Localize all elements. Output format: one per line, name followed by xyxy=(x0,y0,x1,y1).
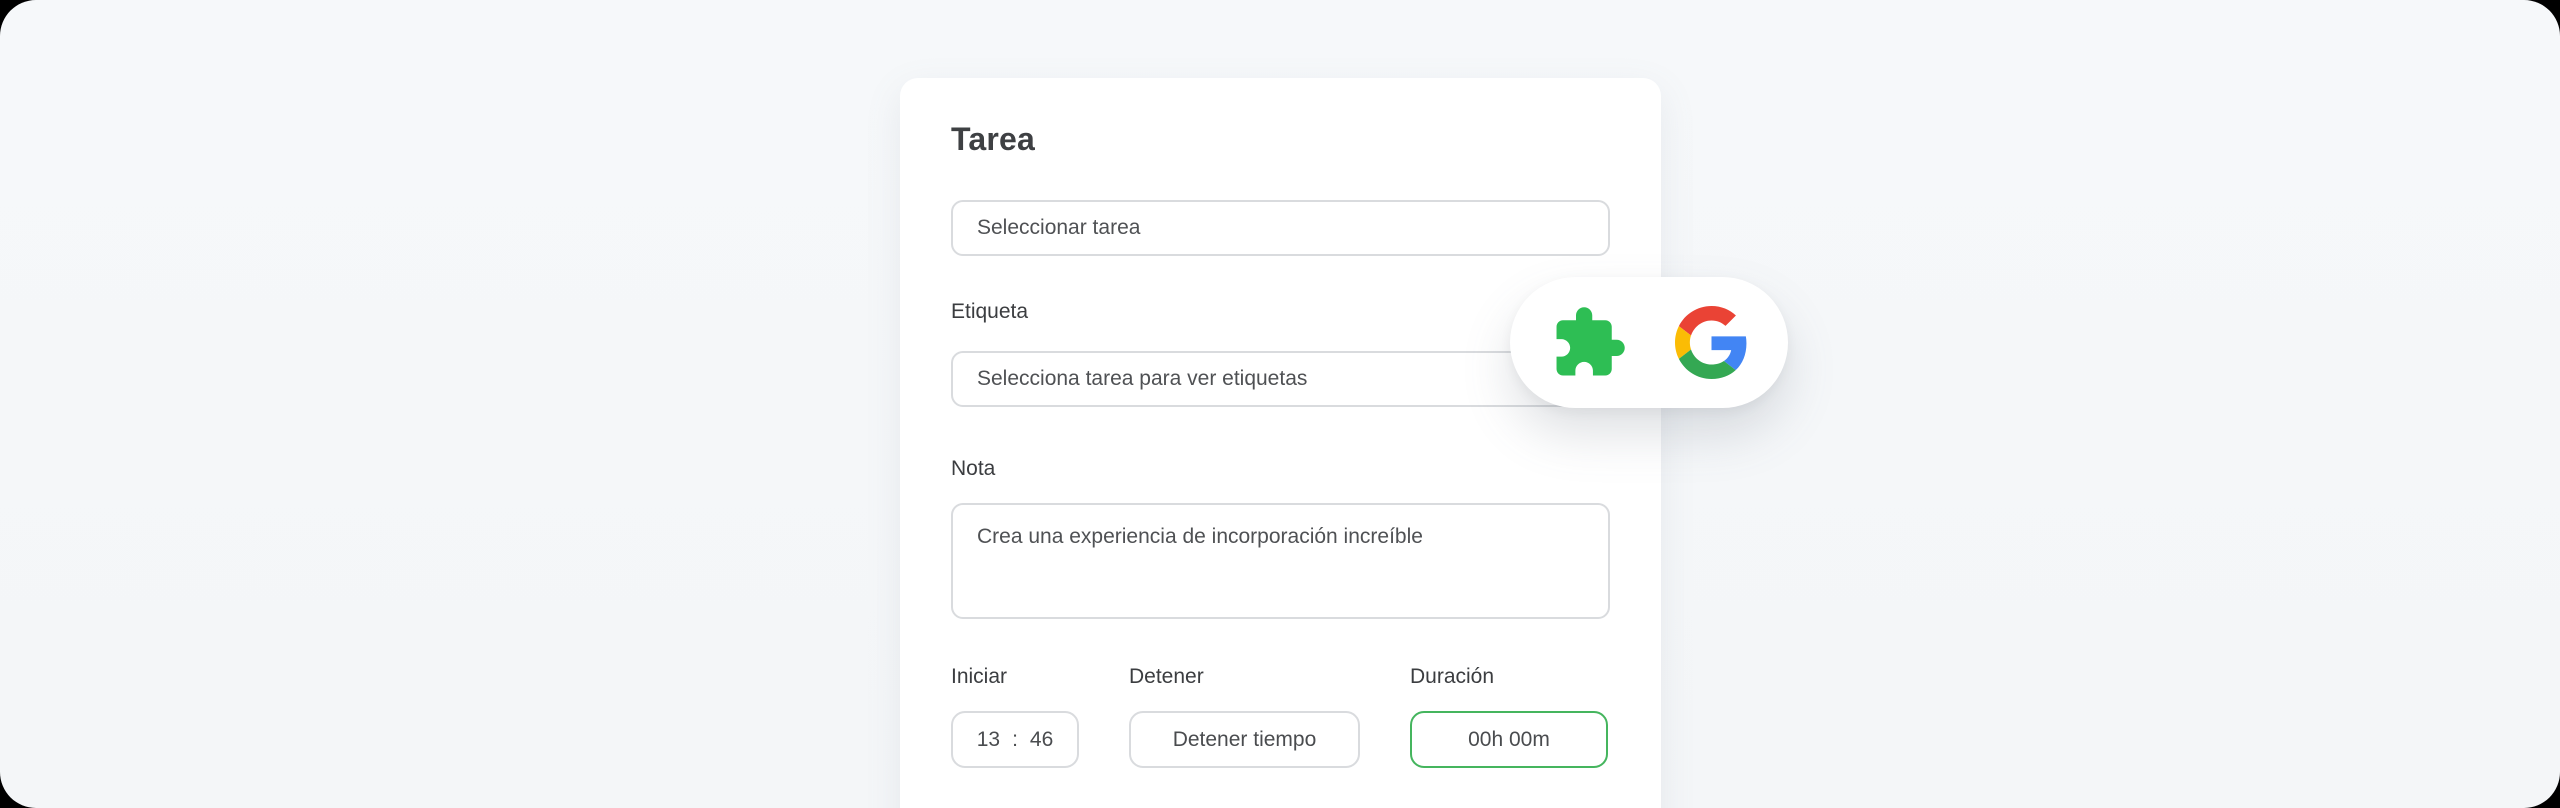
page-title: Tarea xyxy=(951,121,1036,157)
tag-select-input[interactable]: Selecciona tarea para ver etiquetas xyxy=(951,351,1610,407)
puzzle-extension-icon xyxy=(1550,304,1628,382)
task-form-card: Tarea Seleccionar tarea Etiqueta Selecci… xyxy=(900,78,1661,808)
start-minutes: 46 xyxy=(1029,727,1054,751)
tag-field-label: Etiqueta xyxy=(951,300,1029,323)
start-time-input[interactable]: 13 : 46 xyxy=(951,711,1079,768)
task-select-placeholder: Seleccionar tarea xyxy=(977,216,1141,239)
time-inputs-row: 13 : 46 Detener tiempo 00h 00m xyxy=(951,711,1610,768)
start-hours: 13 xyxy=(976,727,1001,751)
tag-select-placeholder: Selecciona tarea para ver etiquetas xyxy=(977,367,1308,390)
extension-overlay-pill xyxy=(1510,277,1788,408)
google-logo-icon xyxy=(1675,306,1748,379)
note-text: Crea una experiencia de incorporación in… xyxy=(977,525,1423,548)
duration-label: Duración xyxy=(1410,665,1495,688)
start-time-separator: : xyxy=(1012,727,1018,751)
note-field-label: Nota xyxy=(951,457,996,480)
note-textarea[interactable]: Crea una experiencia de incorporación in… xyxy=(951,503,1610,619)
stop-time-input[interactable]: Detener tiempo xyxy=(1129,711,1360,768)
task-select-input[interactable]: Seleccionar tarea xyxy=(951,200,1610,256)
duration-input[interactable]: 00h 00m xyxy=(1410,711,1608,768)
start-time-label: Iniciar xyxy=(951,665,1008,688)
time-labels-row: Iniciar Detener Duración xyxy=(951,665,1610,689)
stop-time-placeholder: Detener tiempo xyxy=(1172,727,1317,751)
duration-value: 00h 00m xyxy=(1468,727,1550,751)
stop-time-label: Detener xyxy=(1129,665,1204,688)
